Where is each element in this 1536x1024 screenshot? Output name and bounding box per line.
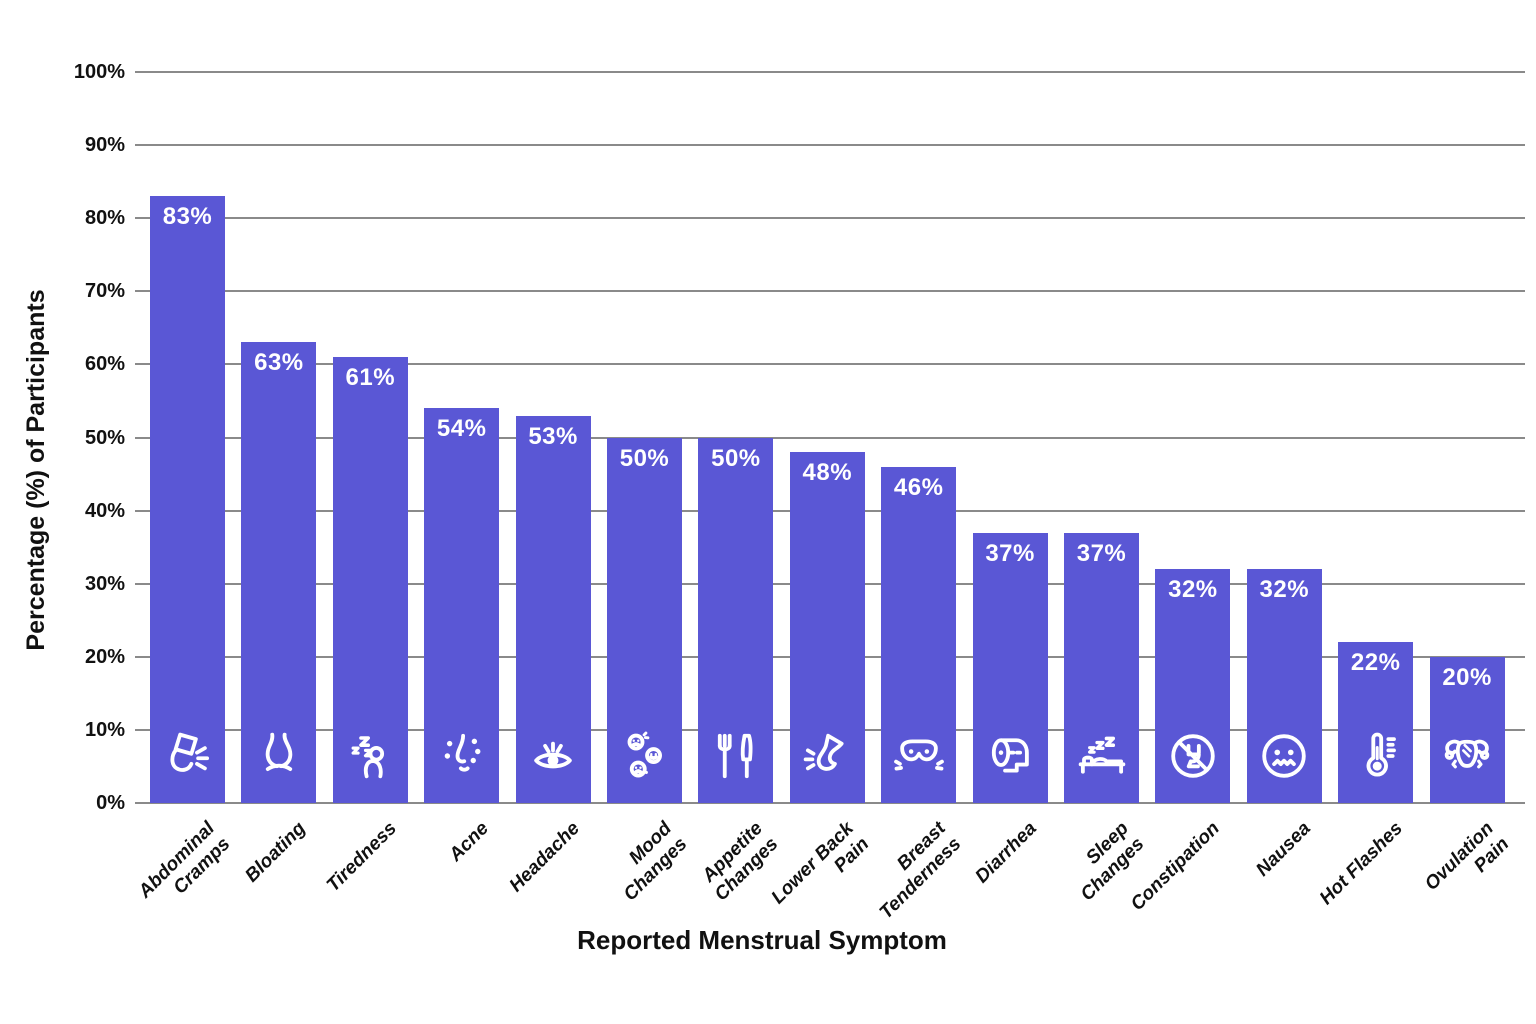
ovulation-pain-icon	[1444, 739, 1490, 769]
y-tick-label: 40%	[84, 499, 125, 522]
gridline	[135, 217, 1525, 220]
bar-value-label: 83%	[162, 203, 213, 231]
gridline	[135, 363, 1525, 366]
bar-value-label: 46%	[893, 473, 944, 501]
bar-lower-back-pain: 48%	[789, 452, 865, 803]
appetite-changes-icon	[717, 733, 753, 779]
gridline	[135, 802, 1525, 804]
hot-flashes-icon	[1366, 732, 1396, 777]
breast-tenderness-icon	[893, 739, 944, 771]
bar-value-label: 37%	[985, 539, 1035, 567]
bar-mood-changes: 50%	[607, 437, 682, 803]
lower-back-pain-icon	[804, 733, 844, 771]
y-tick-label: 0%	[96, 792, 125, 814]
bar-appetite-changes: 50%	[698, 437, 774, 803]
bar-abdominal-cramps: 83%	[150, 196, 225, 803]
x-tick-label: Nausea	[1252, 818, 1316, 881]
bar-nausea: 32%	[1246, 569, 1322, 803]
bar-value-label: 63%	[254, 349, 304, 377]
bar-value-label: 50%	[619, 444, 670, 472]
y-tick-label: 80%	[84, 207, 125, 230]
sleep-changes-icon	[1078, 736, 1125, 774]
x-axis-title: Reported Menstrual Symptom	[577, 925, 947, 955]
bar-value-label: 32%	[1168, 576, 1218, 604]
x-tick-label: Ovulation Pain	[1421, 818, 1514, 895]
bar-bloating: 63%	[241, 342, 317, 803]
y-axis-title: Percentage (%) of Participants	[22, 289, 50, 651]
y-tick-label: 20%	[84, 645, 125, 668]
bar-value-label: 50%	[711, 444, 761, 472]
bar-ovulation-pain: 20%	[1429, 656, 1505, 803]
constipation-icon	[1171, 734, 1215, 778]
bar-value-label: 20%	[1442, 663, 1492, 691]
bloating-icon	[265, 732, 293, 771]
abdominal-cramps-icon	[169, 732, 209, 772]
bar-tiredness: 61%	[332, 357, 408, 803]
bar-value-label: 32%	[1259, 576, 1310, 604]
bar-value-label: 22%	[1350, 649, 1401, 677]
bar-hot-flashes: 22%	[1338, 642, 1414, 803]
bar-value-label: 54%	[436, 415, 487, 443]
y-tick-label: 60%	[84, 353, 125, 376]
y-tick-label: 70%	[84, 280, 125, 303]
acne-icon	[444, 733, 481, 772]
diarrhea-icon	[991, 738, 1029, 773]
nausea-icon	[1262, 734, 1307, 778]
bar-value-label: 48%	[802, 459, 853, 487]
bar-value-label: 53%	[528, 422, 578, 450]
y-tick-label: 10%	[84, 718, 125, 741]
bar-breast-tenderness: 46%	[881, 466, 957, 803]
mood-changes-icon	[627, 731, 662, 778]
bar-value-label: 37%	[1076, 539, 1127, 567]
gridline	[135, 71, 1525, 73]
y-tick-label: 50%	[84, 426, 125, 449]
bar-diarrhea: 37%	[972, 532, 1048, 803]
gridline	[135, 436, 1525, 439]
y-tick-label: 30%	[84, 572, 125, 595]
bar-value-label: 61%	[345, 364, 396, 392]
bar-acne: 54%	[424, 408, 500, 803]
y-tick-label: 90%	[84, 134, 125, 157]
tiredness-icon	[351, 736, 385, 779]
gridline	[135, 144, 1525, 147]
bar-constipation: 32%	[1155, 569, 1231, 803]
headache-icon	[534, 741, 572, 769]
y-tick-label: 100%	[73, 61, 125, 83]
bar-sleep-changes: 37%	[1064, 532, 1139, 803]
bar-headache: 53%	[515, 415, 591, 803]
x-tick-label: Acne	[444, 818, 493, 866]
x-tick-label: Tiredness	[323, 818, 402, 897]
gridline	[135, 290, 1525, 293]
